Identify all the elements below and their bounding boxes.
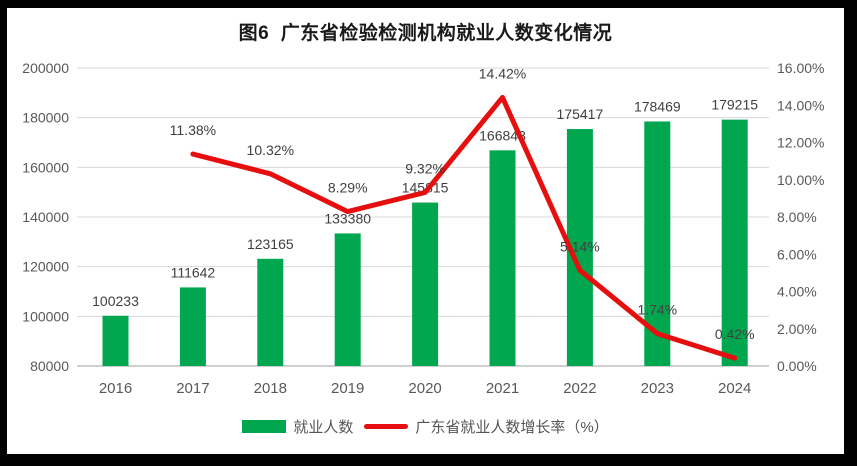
line-value-label: 14.42% [479, 65, 526, 81]
x-axis-year-label: 2020 [408, 380, 441, 397]
line-value-label: 5.14% [560, 238, 600, 254]
legend-line-swatch-icon [364, 424, 409, 429]
bar-2016 [102, 315, 129, 366]
bar-2017 [179, 287, 206, 366]
bar-2021 [489, 150, 516, 366]
bar-value-label: 123165 [247, 236, 294, 252]
left-axis-tick-label: 160000 [22, 159, 69, 175]
bar-value-label: 133380 [324, 210, 371, 226]
line-value-label: 11.38% [170, 122, 216, 138]
right-axis-tick-label: 4.00% [777, 284, 817, 300]
bar-value-label: 145815 [402, 180, 449, 196]
x-axis-year-label: 2021 [486, 380, 519, 397]
bar-2024 [721, 119, 748, 366]
right-axis-tick-label: 16.00% [777, 60, 824, 76]
line-value-label: 8.29% [328, 180, 368, 196]
bar-value-label: 178469 [634, 98, 681, 114]
right-axis-tick-label: 0.00% [777, 358, 817, 374]
bar-value-label: 111642 [171, 264, 216, 280]
x-axis-year-label: 2022 [563, 380, 596, 397]
right-axis-tick-label: 10.00% [777, 172, 824, 188]
left-axis-tick-label: 80000 [30, 358, 69, 374]
right-axis-tick-label: 6.00% [777, 246, 817, 262]
legend-label-employment: 就业人数 [293, 419, 354, 436]
growth-rate-line [190, 94, 738, 361]
left-axis-tick-label: 140000 [22, 209, 69, 225]
x-axis-year-label: 2017 [176, 380, 209, 397]
right-axis-tick-label: 8.00% [777, 209, 817, 225]
x-axis-year-label: 2016 [99, 380, 132, 397]
right-axis-tick-label: 12.00% [777, 135, 824, 151]
bar-value-label: 175417 [557, 106, 604, 122]
line-value-label: 10.32% [247, 142, 294, 158]
x-axis-year-label: 2024 [718, 380, 751, 397]
line-value-label: 1.74% [637, 302, 677, 318]
right-axis-tick-label: 2.00% [777, 321, 817, 337]
legend-label-growth-rate: 广东省就业人数增长率（%） [415, 419, 609, 436]
chart-title: 图6 广东省检验检测机构就业人数变化情况 [238, 23, 613, 44]
chart-legend: 就业人数 广东省就业人数增长率（%） [7, 416, 844, 437]
right-axis-tick-label: 14.00% [777, 97, 824, 113]
left-axis-tick-label: 100000 [22, 308, 69, 324]
chart-area: 图6 广东省检验检测机构就业人数变化情况 80000 100000 120000 14… [7, 8, 844, 454]
left-axis-tick-label: 120000 [22, 259, 69, 275]
bar-2019 [334, 233, 361, 366]
chart-plot: 80000 100000 120000 140000 160000 180000 20000… [22, 60, 824, 397]
x-axis-year-label: 2023 [641, 380, 674, 397]
bar-2020 [412, 202, 439, 366]
legend-bar-swatch-icon [242, 420, 287, 433]
bar-value-label: 179215 [711, 97, 758, 113]
bar-2018 [257, 258, 284, 366]
line-value-label: 9.32% [405, 160, 445, 176]
bar-value-label: 100233 [92, 293, 139, 309]
x-axis-year-label: 2018 [254, 380, 287, 397]
x-axis-year-label: 2019 [331, 380, 364, 397]
left-axis-tick-label: 180000 [22, 110, 69, 126]
line-value-label: 0.42% [715, 326, 755, 342]
bar-value-label: 166848 [479, 127, 526, 143]
left-axis-tick-label: 200000 [22, 60, 69, 76]
